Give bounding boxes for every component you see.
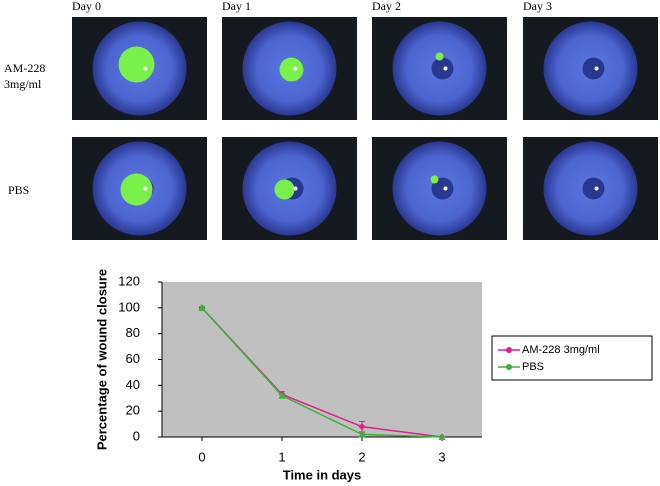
y-tick-label: 120 xyxy=(118,273,140,288)
reflex xyxy=(443,66,448,71)
x-tick-label: 0 xyxy=(198,449,205,464)
stain xyxy=(430,175,439,184)
x-tick-label: 2 xyxy=(358,449,365,464)
stain xyxy=(279,57,304,82)
reflex xyxy=(293,66,298,71)
marker xyxy=(438,433,446,440)
pupil xyxy=(582,57,605,80)
stain xyxy=(274,179,295,200)
y-tick-label: 100 xyxy=(118,299,140,314)
y-tick-label: 20 xyxy=(126,403,140,418)
column-label: Day 1 xyxy=(222,0,251,13)
x-axis-title: Time in days xyxy=(283,467,362,482)
pupil xyxy=(431,57,454,80)
stain xyxy=(118,46,155,83)
marker xyxy=(358,423,366,431)
x-tick-label: 3 xyxy=(438,449,445,464)
reflex xyxy=(143,186,148,191)
y-tick-label: 0 xyxy=(133,428,140,443)
reflex xyxy=(594,186,599,191)
reflex xyxy=(143,66,148,71)
legend-box xyxy=(491,335,653,381)
row-label: PBS xyxy=(8,183,30,197)
pupil xyxy=(431,177,454,200)
x-tick-label: 1 xyxy=(278,449,285,464)
y-tick-label: 80 xyxy=(126,325,140,340)
column-label: Day 3 xyxy=(523,0,552,13)
stain xyxy=(120,173,153,206)
y-tick-label: 40 xyxy=(126,377,140,392)
marker xyxy=(278,392,286,399)
row-label: AM-228 3mg/ml xyxy=(4,61,46,91)
column-label: Day 0 xyxy=(72,0,101,13)
plot-area xyxy=(162,282,482,437)
reflex xyxy=(443,186,448,191)
legend-marker xyxy=(506,364,512,370)
column-label: Day 2 xyxy=(372,0,401,13)
reflex xyxy=(594,66,599,71)
legend-label: PBS xyxy=(522,361,544,373)
legend-label: AM-228 3mg/ml xyxy=(522,344,600,356)
legend-marker xyxy=(506,347,512,353)
y-tick-label: 60 xyxy=(126,351,140,366)
stain xyxy=(435,52,444,61)
reflex xyxy=(293,186,298,191)
line xyxy=(201,307,443,438)
marker xyxy=(198,304,206,311)
marker xyxy=(358,430,366,438)
pupil xyxy=(582,177,605,200)
y-axis-title: Percentage of wound closure xyxy=(94,269,109,450)
